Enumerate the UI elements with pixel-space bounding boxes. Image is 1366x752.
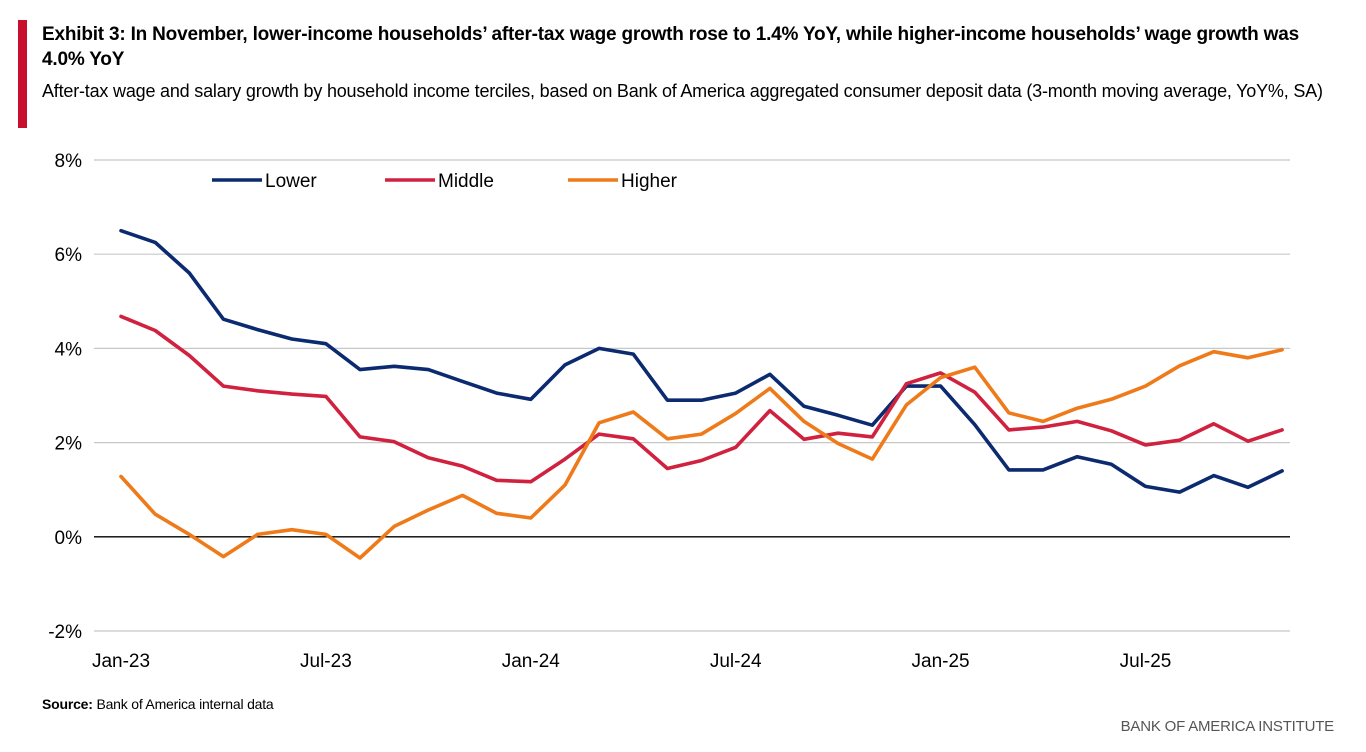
y-tick-label: 8% (55, 151, 83, 172)
legend-label-lower: Lower (265, 171, 317, 192)
y-tick-label: 2% (55, 434, 83, 455)
brand-label: BANK OF AMERICA INSTITUTE (1120, 718, 1335, 735)
x-tick-label: Jul-25 (1120, 651, 1172, 672)
source-label: Source: (42, 696, 93, 712)
series-line-higher (119, 347, 1284, 560)
y-tick-label: 6% (55, 245, 83, 266)
series-line-middle (119, 314, 1284, 484)
x-tick-label: Jan-25 (912, 651, 970, 672)
x-tick-label: Jul-23 (300, 651, 352, 672)
legend-label-higher: Higher (621, 171, 678, 192)
exhibit-title: Exhibit 3: In November, lower-income hou… (42, 24, 1299, 70)
source-note: Source: Bank of America internal data (42, 696, 274, 712)
x-tick-label: Jan-23 (92, 651, 150, 672)
legend-label-middle: Middle (438, 171, 494, 192)
accent-bar (18, 20, 27, 128)
y-tick-label: 0% (55, 528, 83, 549)
series-line-lower (119, 228, 1284, 494)
x-tick-label: Jan-24 (502, 651, 561, 672)
x-tick-label: Jul-24 (710, 651, 762, 672)
exhibit-subtitle: After-tax wage and salary growth by hous… (42, 81, 1323, 101)
y-tick-label: -2% (48, 622, 82, 643)
y-tick-label: 4% (55, 339, 83, 360)
source-text: Bank of America internal data (96, 696, 274, 712)
